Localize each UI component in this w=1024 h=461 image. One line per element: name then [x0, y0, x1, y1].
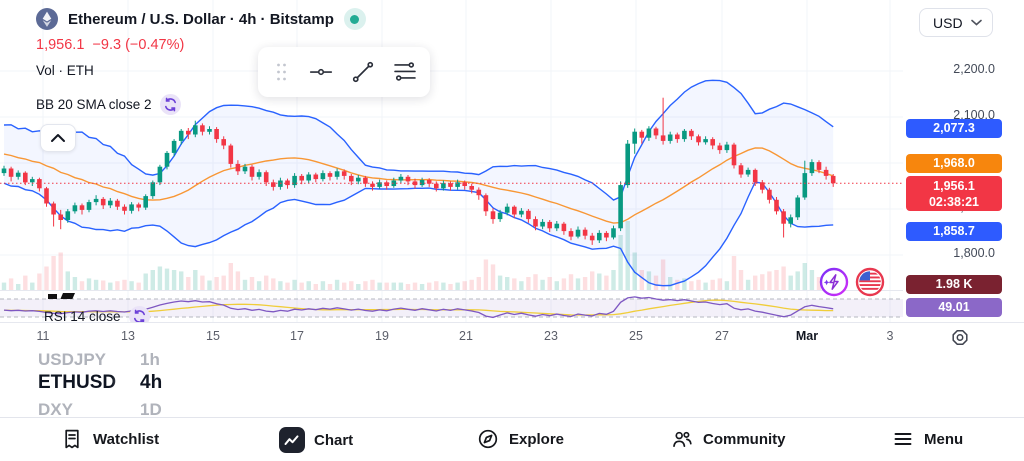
price-axis-badge: 1,858.7: [906, 221, 1002, 241]
time-axis-label: 11: [36, 329, 50, 343]
rsi-legend-label[interactable]: RSI 14 close: [44, 309, 121, 324]
bb-legend[interactable]: BB 20 SMA close 2: [36, 94, 181, 115]
price-axis-badge: 1,956.1 02:38:21: [906, 176, 1002, 211]
wheel-fade: [112, 372, 140, 398]
time-axis-label: 19: [375, 329, 389, 343]
collapse-panel-button[interactable]: [40, 124, 76, 152]
nav-label: Menu: [924, 430, 964, 448]
sync-icon[interactable]: [159, 94, 181, 115]
parallel-lines-tool[interactable]: [392, 57, 418, 87]
community-icon: [670, 427, 694, 451]
wheel-symbol: USDJPY: [38, 350, 107, 369]
price-axis-badge: 49.01: [906, 297, 1002, 317]
trend-line-tool[interactable]: [350, 57, 376, 87]
menu-icon: [891, 427, 915, 451]
drag-handle[interactable]: [270, 57, 292, 87]
rsi-legend[interactable]: RSI 14 close: [44, 306, 150, 327]
horizontal-line-tool[interactable]: [308, 57, 334, 87]
currency-value: USD: [933, 14, 963, 31]
nav-item-community[interactable]: Community: [670, 427, 786, 451]
time-axis-label: 27: [715, 329, 729, 343]
bottom-nav: Watchlist Chart Explore Community Menu: [0, 417, 1024, 461]
sync-icon[interactable]: [128, 306, 150, 327]
supercharts-badge[interactable]: [819, 267, 849, 302]
nav-item-explore[interactable]: Explore: [476, 427, 564, 451]
axis-settings-gear-icon[interactable]: [948, 326, 972, 350]
nav-item-watchlist[interactable]: Watchlist: [60, 427, 159, 451]
watchlist-icon: [60, 427, 84, 451]
chart-icon: [279, 427, 305, 453]
price-axis-label: 2,200.0: [953, 62, 995, 76]
symbol-wheel-item-ethusd[interactable]: ETHUSD 4h: [38, 372, 162, 394]
nav-item-menu[interactable]: Menu: [891, 427, 963, 451]
time-axis-label: 3: [886, 329, 894, 343]
price-chart-canvas[interactable]: [0, 0, 1024, 352]
price-axis-label: 1,800.0: [953, 246, 995, 260]
chevron-down-icon: [971, 19, 982, 26]
last-price-row: 1,956.1 −9.3 (−0.47%): [36, 37, 184, 53]
nav-label: Watchlist: [93, 430, 160, 448]
symbol-title[interactable]: Ethereum / U.S. Dollar · 4h · Bitstamp: [68, 10, 334, 28]
bottom-strip: USDJPY 1h ETHUSD 4h DXY 1D: [0, 350, 1024, 420]
floating-drawing-toolbar: [258, 47, 430, 97]
wheel-symbol: DXY: [38, 400, 73, 419]
time-axis-label: 21: [459, 329, 473, 343]
chevron-up-icon: [50, 133, 66, 143]
last-price: 1,956.1: [36, 37, 85, 53]
time-axis-label: 25: [629, 329, 643, 343]
symbol-header[interactable]: Ethereum / U.S. Dollar · 4h · Bitstamp: [36, 8, 366, 30]
bb-legend-label[interactable]: BB 20 SMA close 2: [36, 97, 152, 112]
symbol-wheel-item-usdjpy[interactable]: USDJPY 1h: [38, 350, 160, 370]
market-status-icon: [343, 8, 366, 30]
wheel-timeframe: 1h: [140, 350, 160, 369]
ethereum-logo-icon: [36, 8, 58, 30]
us-market-flag-badge[interactable]: [855, 267, 885, 302]
price-scale[interactable]: 2,200.02,100.02,000.01,900.01,800.02,077…: [903, 0, 1024, 352]
time-axis-label: 13: [121, 329, 135, 343]
price-change: −9.3 (−0.47%): [92, 37, 185, 53]
nav-label: Chart: [314, 431, 354, 449]
time-axis-label: 15: [206, 329, 220, 343]
wheel-symbol: ETHUSD: [38, 372, 117, 393]
time-axis-label: 23: [544, 329, 558, 343]
price-axis-badge: 1,968.0: [906, 153, 1002, 173]
price-axis-badge: 2,077.3: [906, 118, 1002, 138]
nav-label: Community: [703, 430, 786, 448]
time-axis-label: Mar: [795, 329, 819, 343]
wheel-timeframe: 1D: [140, 400, 162, 419]
time-scale[interactable]: 11 13 15 17 19 21 23 25 27 Mar 3: [0, 322, 1024, 352]
volume-legend[interactable]: Vol · ETH: [36, 63, 94, 78]
time-axis-label: 17: [290, 329, 304, 343]
price-axis-badge: 1.98 K: [906, 274, 1002, 294]
explore-icon: [476, 427, 500, 451]
symbol-wheel-item-dxy[interactable]: DXY 1D: [38, 400, 162, 420]
nav-label: Explore: [509, 430, 565, 448]
wheel-timeframe: 4h: [140, 372, 163, 393]
nav-item-chart[interactable]: Chart: [279, 427, 353, 453]
currency-select[interactable]: USD: [919, 8, 993, 37]
